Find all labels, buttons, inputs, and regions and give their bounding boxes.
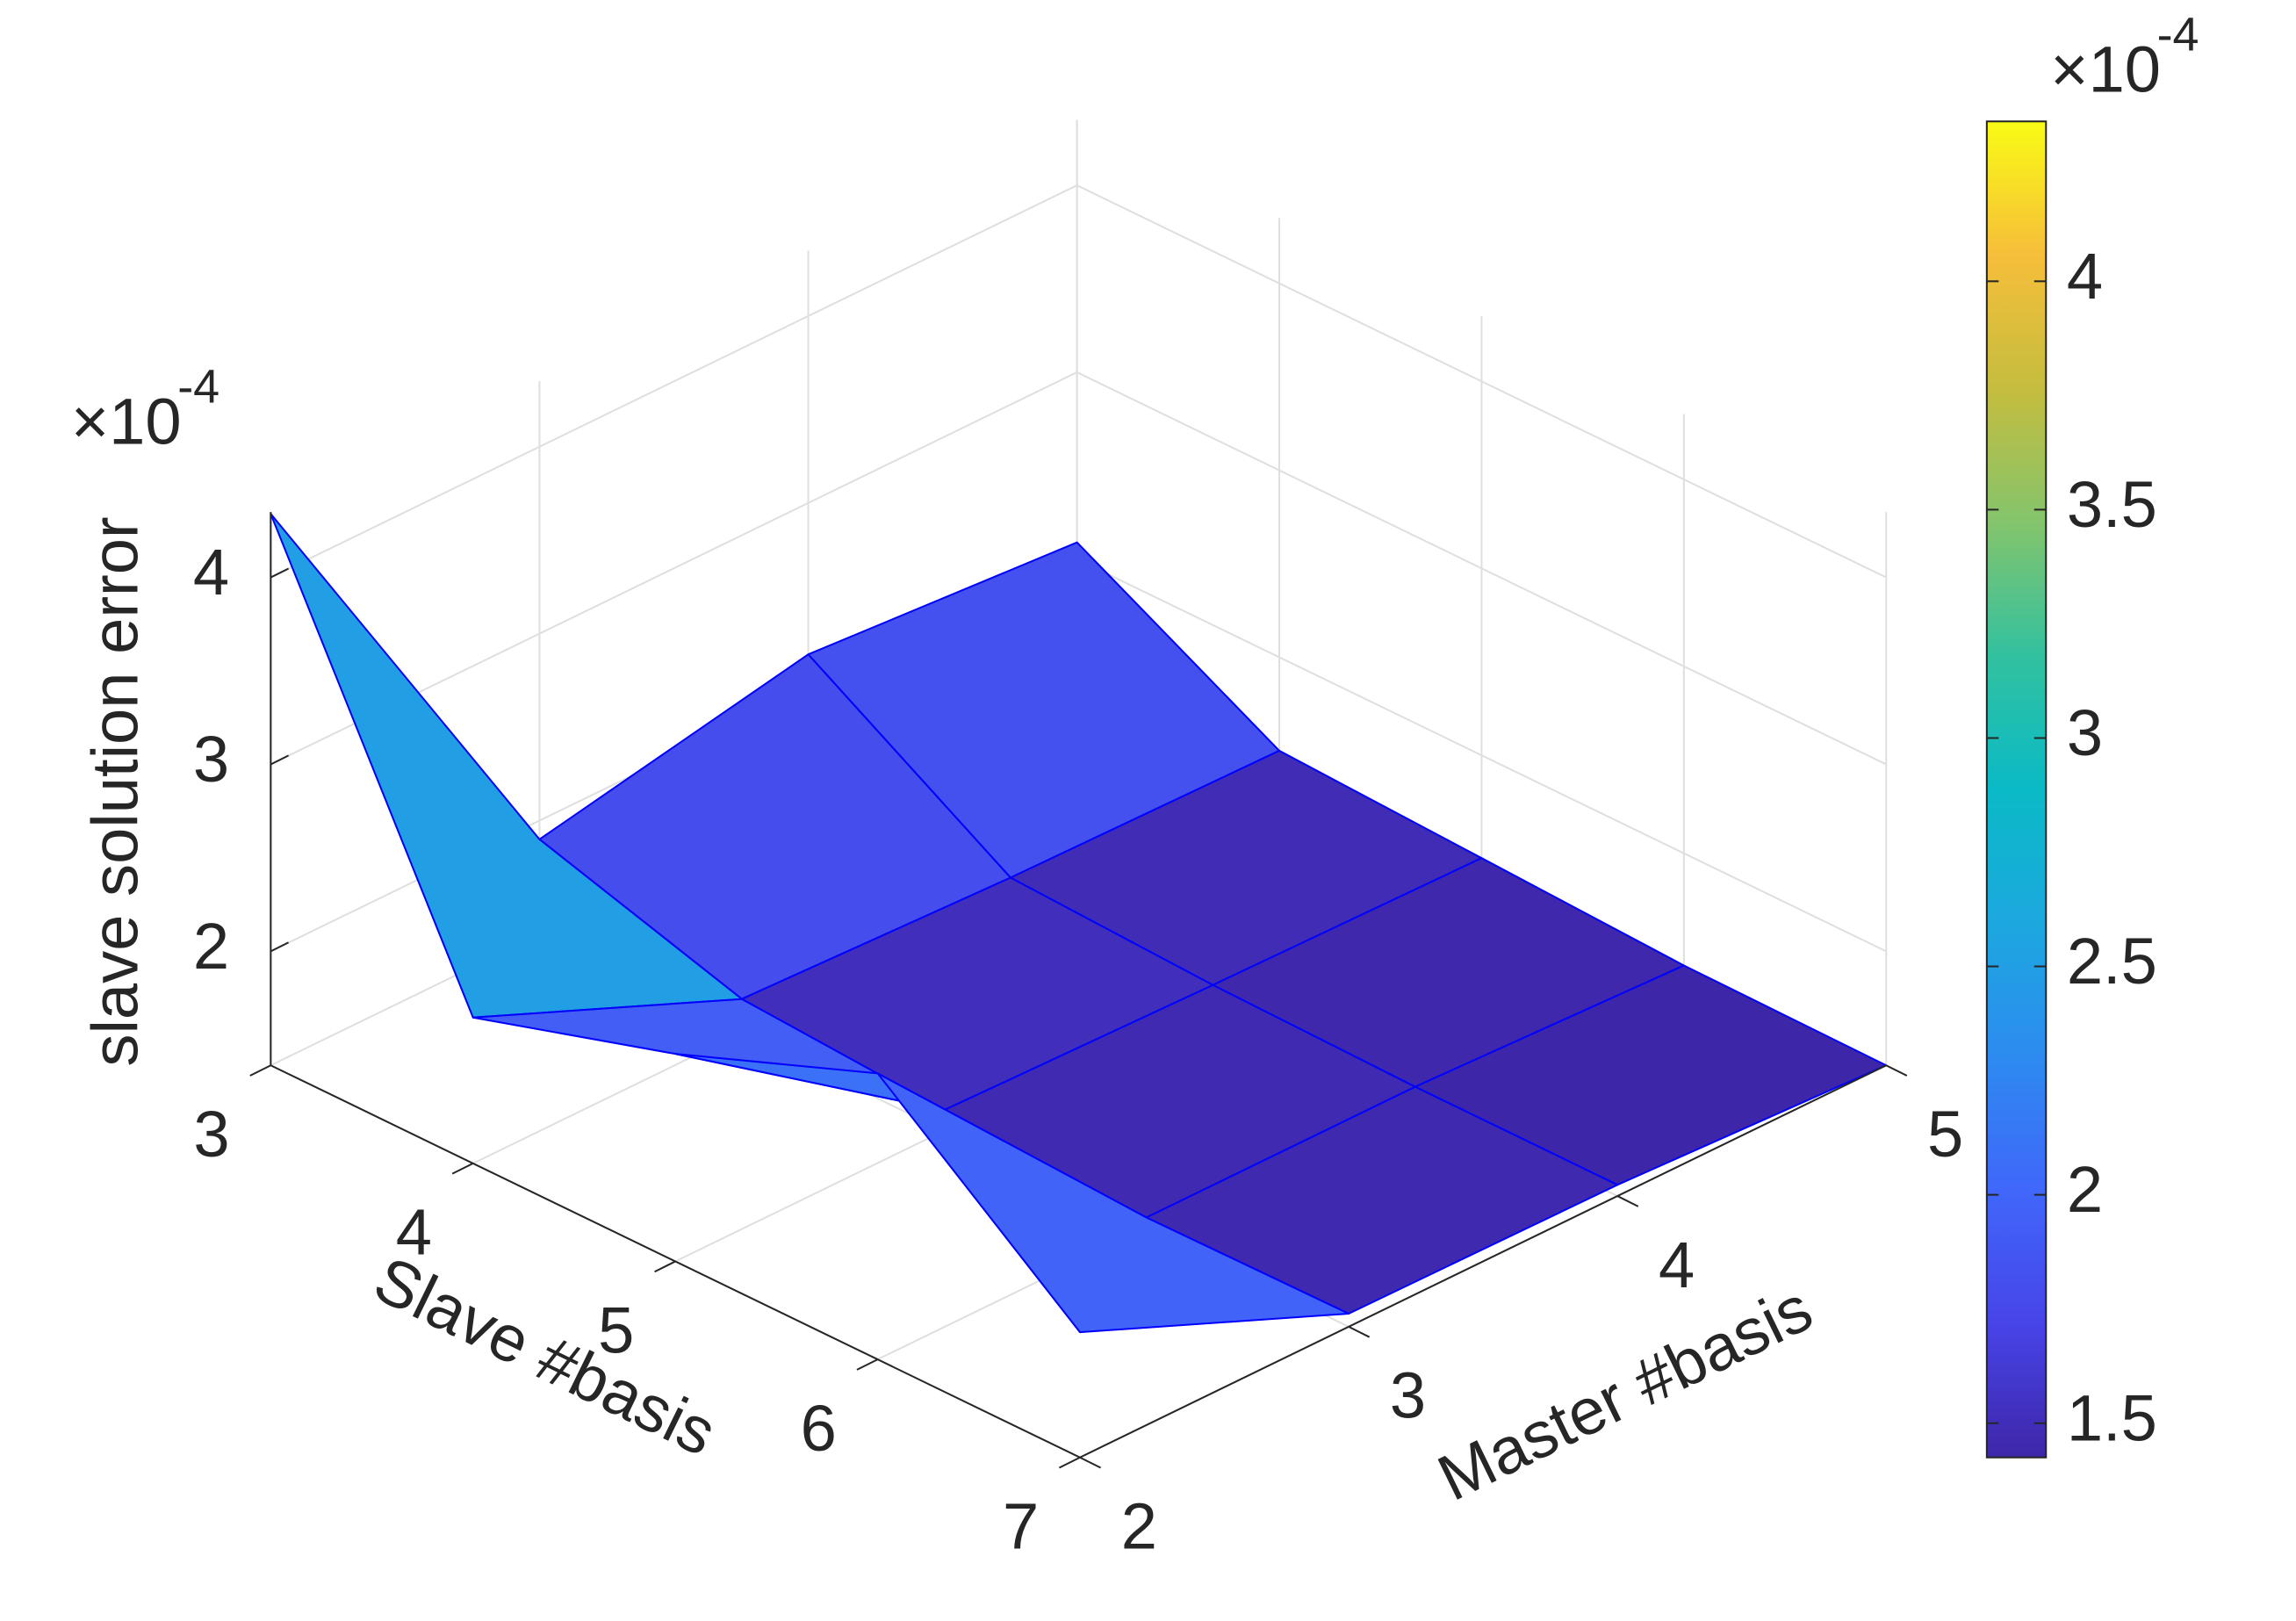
z-tick-label: 2 xyxy=(193,910,229,983)
z-multiplier-base: ×10 xyxy=(71,385,182,458)
colorbar-tick-label: 3.5 xyxy=(2067,468,2157,541)
y-tick-label: 3 xyxy=(1390,1359,1426,1432)
x-tick-label: 7 xyxy=(1003,1490,1039,1563)
x-axis-label: Slave #basis xyxy=(363,1243,727,1470)
y-tick xyxy=(1348,1325,1371,1338)
y-tick-label: 5 xyxy=(1927,1098,1963,1171)
colorbar-tick-label: 4 xyxy=(2067,240,2103,313)
y-tick xyxy=(1885,1064,1908,1077)
colorbar xyxy=(1985,120,2048,1459)
y-tick-label: 4 xyxy=(1659,1228,1695,1301)
x-tick xyxy=(1058,1456,1081,1469)
y-tick xyxy=(1079,1456,1102,1469)
x-tick-label: 6 xyxy=(801,1392,837,1465)
colorbar-tick-label: 2 xyxy=(2067,1153,2103,1226)
colorbar-multiplier-exponent: -4 xyxy=(2157,8,2199,61)
colorbar-tick-label: 3 xyxy=(2067,696,2103,769)
grid-line xyxy=(270,184,1078,579)
x-tick xyxy=(249,1064,271,1077)
z-tick xyxy=(270,567,290,579)
y-axis-line xyxy=(1079,1064,1887,1459)
x-tick-label: 5 xyxy=(598,1293,634,1366)
surface-patch xyxy=(876,1072,1350,1334)
z-axis-label: slave solution error xyxy=(79,516,152,1066)
x-tick xyxy=(451,1162,474,1175)
x-tick-label: 4 xyxy=(396,1196,432,1269)
surface xyxy=(270,513,1888,1334)
axes: 3 4 5 6 7 2 3 4 5 2 3 4 xyxy=(193,512,1963,1563)
x-tick xyxy=(856,1358,879,1371)
y-axis-label: Master #basis xyxy=(1427,1272,1823,1515)
z-multiplier-exponent: -4 xyxy=(177,360,220,413)
colorbar-tick-label: 2.5 xyxy=(2067,925,2157,998)
z-tick-label: 4 xyxy=(193,536,229,609)
colorbar-multiplier-base: ×10 xyxy=(2050,33,2161,106)
x-tick xyxy=(654,1260,676,1273)
y-tick xyxy=(1616,1195,1639,1207)
z-tick-label: 3 xyxy=(193,723,229,796)
z-tick xyxy=(270,754,290,766)
y-tick-label: 2 xyxy=(1121,1490,1157,1563)
x-tick-label: 3 xyxy=(193,1098,229,1171)
colorbar-tick-label: 1.5 xyxy=(2067,1381,2157,1454)
z-tick xyxy=(270,941,290,953)
